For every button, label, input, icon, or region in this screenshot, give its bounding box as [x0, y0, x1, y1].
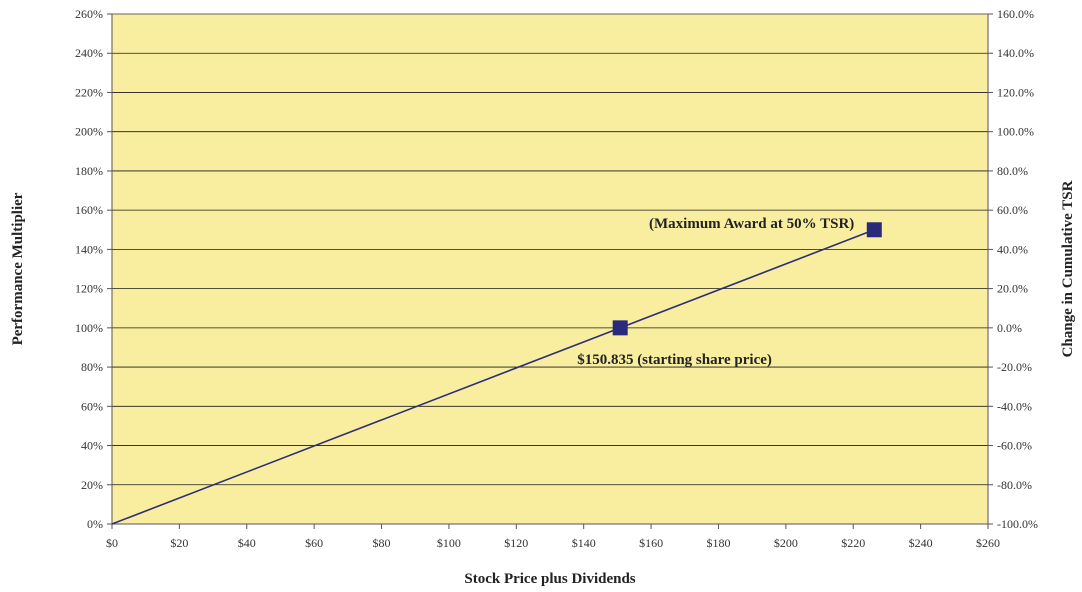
y2-axis-title: Change in Cumulative TSR [1060, 180, 1076, 357]
y-tick-label: 60% [81, 399, 103, 413]
data-point-marker-0 [612, 320, 628, 336]
x-tick-label: $240 [909, 536, 933, 550]
data-label-0: $150.835 (starting share price) [577, 352, 772, 368]
x-tick-label: $100 [437, 536, 461, 550]
x-tick-label: $80 [373, 536, 391, 550]
y-tick-label: 40% [81, 439, 103, 453]
y-tick-label: 120% [75, 282, 103, 296]
y2-tick-label: 0.0% [997, 321, 1022, 335]
y-tick-label: 180% [75, 164, 103, 178]
y2-tick-label: 100.0% [997, 125, 1034, 139]
y2-tick-label: 160.0% [997, 7, 1034, 21]
x-tick-label: $160 [639, 536, 663, 550]
y2-tick-label: -80.0% [997, 478, 1032, 492]
y2-tick-label: 40.0% [997, 242, 1028, 256]
y2-tick-label: 80.0% [997, 164, 1028, 178]
x-tick-label: $220 [841, 536, 865, 550]
y-tick-label: 100% [75, 321, 103, 335]
y-tick-label: 80% [81, 360, 103, 374]
x-tick-label: $260 [976, 536, 1000, 550]
y2-tick-label: 120.0% [997, 85, 1034, 99]
axes [107, 13, 993, 529]
y-tick-label: 20% [81, 478, 103, 492]
x-tick-label: $40 [238, 536, 256, 550]
x-tick-label: $180 [706, 536, 730, 550]
y-tick-label: 240% [75, 46, 103, 60]
y2-tick-label: 140.0% [997, 46, 1034, 60]
y2-tick-label: 20.0% [997, 282, 1028, 296]
y-tick-label: 260% [75, 7, 103, 21]
x-axis-title: Stock Price plus Dividends [464, 571, 635, 587]
y-tick-label: 220% [75, 85, 103, 99]
x-tick-label: $120 [504, 536, 528, 550]
y2-tick-label: -20.0% [997, 360, 1032, 374]
y-tick-label: 0% [87, 517, 103, 531]
y-axis-title: Performance Multiplier [10, 192, 26, 345]
y-tick-label: 140% [75, 242, 103, 256]
y-tick-label: 160% [75, 203, 103, 217]
y2-tick-label: 60.0% [997, 203, 1028, 217]
x-tick-label: $0 [106, 536, 118, 550]
tick-labels: 0% 20% 40% 60% 80% 100% 120% 140% 160% 180% 200% 22… [75, 7, 1038, 550]
x-tick-label: $200 [774, 536, 798, 550]
data-label-1: (Maximum Award at 50% TSR) [649, 216, 854, 232]
x-tick-label: $60 [305, 536, 323, 550]
plot-area [112, 14, 988, 524]
y-tick-label: 200% [75, 125, 103, 139]
y2-tick-label: -60.0% [997, 439, 1032, 453]
marker-layer: $150.835 (starting share price) (Maximum … [577, 216, 882, 368]
x-tick-label: $140 [572, 536, 596, 550]
data-point-marker-1 [866, 222, 882, 238]
y2-tick-label: -40.0% [997, 399, 1032, 413]
x-tick-label: $20 [170, 536, 188, 550]
y2-tick-label: -100.0% [997, 517, 1038, 531]
